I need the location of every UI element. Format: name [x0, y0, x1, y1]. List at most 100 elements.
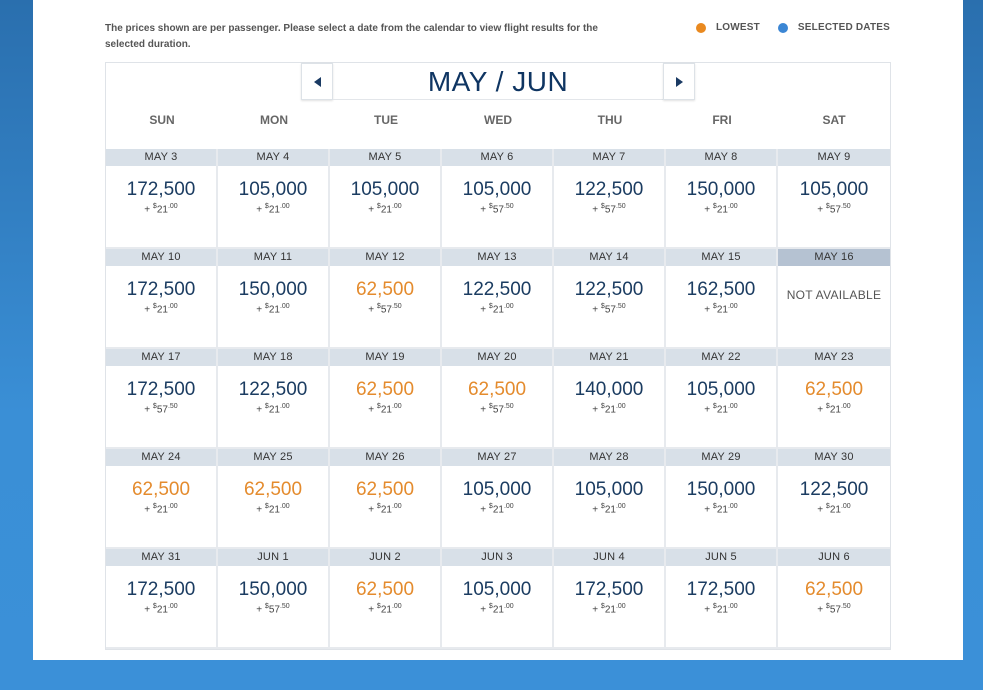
- fee-dollars: 21: [604, 604, 616, 616]
- day-date-label: MAY 23: [778, 349, 890, 366]
- fee-prefix: +: [480, 404, 489, 416]
- fee-cents: .00: [391, 503, 402, 510]
- fee-currency-symbol: $: [264, 403, 269, 410]
- fee-prefix: +: [480, 504, 489, 516]
- calendar-day-cell[interactable]: JUN 5 172,500 + $21.00: [666, 549, 778, 649]
- calendar-day-cell[interactable]: MAY 26 62,500 + $21.00: [330, 449, 442, 549]
- fee-cents: .00: [167, 303, 178, 310]
- day-date-label: MAY 16: [778, 249, 890, 266]
- fee-dollars: 57: [268, 604, 280, 616]
- fee-dollars: 21: [716, 204, 728, 216]
- calendar-day-cell[interactable]: MAY 14 122,500 + $57.50: [554, 249, 666, 349]
- day-miles-price: 172,500: [126, 579, 196, 600]
- calendar-day-cell[interactable]: MAY 12 62,500 + $57.50: [330, 249, 442, 349]
- calendar-day-cell[interactable]: MAY 5 105,000 + $21.00: [330, 149, 442, 249]
- day-miles-price: 140,000: [574, 379, 644, 400]
- day-taxes-fee: + $21.00: [666, 300, 776, 317]
- fee-currency-symbol: $: [264, 503, 269, 510]
- dow-tue: TUE: [374, 113, 398, 127]
- month-title: MAY / JUN: [333, 63, 663, 100]
- fee-currency-symbol: $: [600, 503, 605, 510]
- fee-dollars: 57: [492, 204, 504, 216]
- day-miles-price: 62,500: [131, 479, 191, 500]
- calendar-day-cell[interactable]: MAY 7 122,500 + $57.50: [554, 149, 666, 249]
- calendar-day-cell[interactable]: MAY 4 105,000 + $21.00: [218, 149, 330, 249]
- calendar-day-cell[interactable]: MAY 20 62,500 + $57.50: [442, 349, 554, 449]
- fee-cents: .00: [503, 303, 514, 310]
- calendar-day-cell[interactable]: MAY 24 62,500 + $21.00: [106, 449, 218, 549]
- day-date-label: MAY 30: [778, 449, 890, 466]
- fee-prefix: +: [592, 604, 601, 616]
- calendar-day-cell[interactable]: MAY 6 105,000 + $57.50: [442, 149, 554, 249]
- fee-dollars: 57: [156, 404, 168, 416]
- fee-currency-symbol: $: [152, 303, 157, 310]
- fee-dollars: 21: [492, 504, 504, 516]
- day-miles-price: 62,500: [355, 479, 415, 500]
- fee-cents: .50: [615, 203, 626, 210]
- fee-cents: .00: [727, 203, 738, 210]
- calendar-day-cell[interactable]: MAY 30 122,500 + $21.00: [778, 449, 890, 549]
- calendar-day-cell[interactable]: MAY 10 172,500 + $21.00: [106, 249, 218, 349]
- day-date-label: MAY 12: [330, 249, 440, 266]
- previous-month-button[interactable]: [301, 63, 333, 100]
- day-taxes-fee: + $21.00: [778, 500, 890, 517]
- day-date-label: MAY 26: [330, 449, 440, 466]
- day-taxes-fee: + $57.50: [218, 600, 328, 617]
- calendar-day-cell[interactable]: JUN 4 172,500 + $21.00: [554, 549, 666, 649]
- fee-prefix: +: [368, 604, 377, 616]
- day-date-label: MAY 31: [106, 549, 216, 566]
- legend-selected-dates-label: SELECTED DATES: [797, 22, 890, 33]
- calendar-day-cell[interactable]: MAY 17 172,500 + $57.50: [106, 349, 218, 449]
- lowest-dot-icon: [695, 22, 706, 33]
- fee-prefix: +: [256, 304, 265, 316]
- day-taxes-fee: + $57.50: [442, 200, 552, 217]
- next-month-button[interactable]: [663, 63, 695, 100]
- fee-prefix: +: [480, 204, 489, 216]
- fee-prefix: +: [592, 304, 601, 316]
- day-date-label: JUN 5: [666, 549, 776, 566]
- calendar-day-cell[interactable]: MAY 22 105,000 + $21.00: [666, 349, 778, 449]
- fee-dollars: 21: [492, 604, 504, 616]
- day-taxes-fee: + $21.00: [554, 500, 664, 517]
- fee-currency-symbol: $: [825, 503, 830, 510]
- calendar-day-cell[interactable]: MAY 15 162,500 + $21.00: [666, 249, 778, 349]
- fee-currency-symbol: $: [376, 203, 381, 210]
- calendar-day-cell[interactable]: MAY 19 62,500 + $21.00: [330, 349, 442, 449]
- calendar-day-cell[interactable]: JUN 6 62,500 + $57.50: [778, 549, 890, 649]
- calendar-day-cell[interactable]: JUN 2 62,500 + $21.00: [330, 549, 442, 649]
- fee-currency-symbol: $: [600, 203, 605, 210]
- fee-cents: .00: [279, 203, 290, 210]
- fee-cents: .50: [503, 403, 514, 410]
- fee-cents: .00: [503, 503, 514, 510]
- calendar-day-cell[interactable]: MAY 23 62,500 + $21.00: [778, 349, 890, 449]
- calendar-day-cell[interactable]: MAY 27 105,000 + $21.00: [442, 449, 554, 549]
- fee-prefix: +: [480, 304, 489, 316]
- day-taxes-fee: + $21.00: [330, 500, 440, 517]
- day-taxes-fee: + $21.00: [554, 400, 664, 417]
- calendar-day-cell[interactable]: MAY 18 122,500 + $21.00: [218, 349, 330, 449]
- calendar-day-cell[interactable]: MAY 11 150,000 + $21.00: [218, 249, 330, 349]
- fee-currency-symbol: $: [488, 303, 493, 310]
- fee-prefix: +: [817, 204, 826, 216]
- fee-cents: .00: [503, 603, 514, 610]
- day-date-label: JUN 6: [778, 549, 890, 566]
- fee-dollars: 21: [268, 304, 280, 316]
- calendar-day-cell[interactable]: MAY 9 105,000 + $57.50: [778, 149, 890, 249]
- dow-sun: SUN: [149, 113, 175, 127]
- calendar-day-cell[interactable]: MAY 29 150,000 + $21.00: [666, 449, 778, 549]
- calendar-day-cell[interactable]: MAY 8 150,000 + $21.00: [666, 149, 778, 249]
- fee-currency-symbol: $: [825, 203, 830, 210]
- calendar-day-cell[interactable]: MAY 31 172,500 + $21.00: [106, 549, 218, 649]
- calendar-day-cell[interactable]: MAY 13 122,500 + $21.00: [442, 249, 554, 349]
- calendar-day-cell[interactable]: MAY 21 140,000 + $21.00: [554, 349, 666, 449]
- calendar-day-cell[interactable]: MAY 25 62,500 + $21.00: [218, 449, 330, 549]
- fee-prefix: +: [144, 404, 153, 416]
- fee-dollars: 21: [716, 304, 728, 316]
- fee-currency-symbol: $: [264, 203, 269, 210]
- calendar-day-cell[interactable]: JUN 3 105,000 + $21.00: [442, 549, 554, 649]
- fee-prefix: +: [368, 404, 377, 416]
- fee-prefix: +: [144, 604, 153, 616]
- calendar-day-cell[interactable]: MAY 28 105,000 + $21.00: [554, 449, 666, 549]
- calendar-day-cell[interactable]: JUN 1 150,000 + $57.50: [218, 549, 330, 649]
- calendar-day-cell[interactable]: MAY 3 172,500 + $21.00: [106, 149, 218, 249]
